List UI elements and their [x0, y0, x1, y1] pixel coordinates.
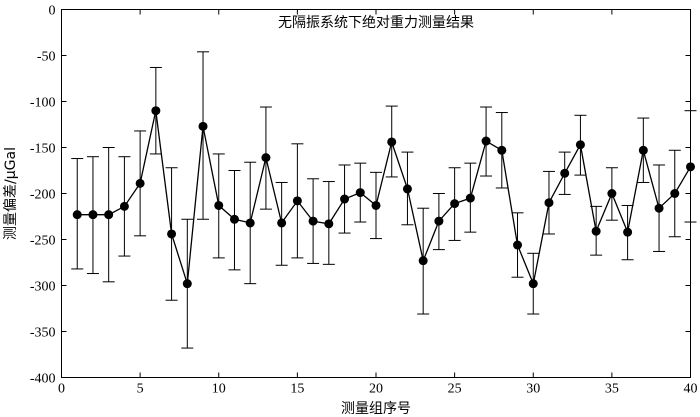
- data-point: [355, 188, 365, 198]
- y-axis-ticks: 0 -50 -100 -150 -200 -250 -300 -350 -400: [30, 4, 691, 387]
- data-point: [229, 214, 239, 224]
- data-point: [638, 145, 648, 155]
- data-point: [104, 210, 114, 220]
- data-point: [481, 136, 491, 146]
- data-point: [670, 189, 680, 198]
- y-tick-label: 0: [49, 4, 56, 19]
- data-point: [135, 178, 145, 188]
- data-point: [277, 218, 287, 228]
- x-tick-label: 0: [58, 382, 65, 397]
- data-point: [324, 219, 334, 229]
- y-axis-label: 测量偏差/μGal: [3, 147, 19, 240]
- data-point: [450, 199, 460, 209]
- data-point: [151, 106, 161, 116]
- error-bars: [71, 51, 697, 349]
- data-point: [497, 145, 507, 155]
- x-tick-label: 15: [290, 382, 304, 397]
- data-point: [402, 184, 412, 194]
- data-point: [214, 200, 224, 210]
- data-point: [167, 229, 177, 239]
- y-tick-label: -100: [30, 96, 56, 111]
- data-point: [591, 226, 601, 236]
- data-point: [340, 194, 350, 204]
- data-point: [607, 189, 617, 198]
- data-point: [245, 218, 255, 228]
- chart-title: 无隔振系统下绝对重力测量结果: [278, 15, 474, 31]
- y-tick-label: -250: [30, 234, 56, 249]
- data-point: [88, 210, 98, 220]
- y-tick-label: -200: [30, 188, 56, 203]
- x-tick-label: 35: [605, 382, 619, 397]
- x-tick-label: 25: [448, 382, 462, 397]
- x-tick-label: 5: [137, 382, 144, 397]
- x-axis-label: 测量组序号: [341, 401, 411, 417]
- x-tick-label: 20: [369, 382, 383, 397]
- data-point: [560, 168, 570, 178]
- data-point: [72, 210, 82, 220]
- data-point: [418, 256, 428, 266]
- x-tick-label: 10: [212, 382, 226, 397]
- data-point: [513, 240, 523, 250]
- data-point: [528, 279, 538, 289]
- data-point: [654, 203, 664, 213]
- data-point: [261, 153, 271, 163]
- y-tick-label: -350: [30, 326, 56, 341]
- data-point: [371, 200, 381, 210]
- y-tick-label: -150: [30, 142, 56, 157]
- y-tick-label: -50: [37, 50, 56, 65]
- data-point: [465, 193, 475, 203]
- data-point: [182, 279, 192, 289]
- data-point: [119, 201, 129, 211]
- x-tick-label: 30: [526, 382, 540, 397]
- data-point: [387, 137, 397, 147]
- x-axis-ticks: 0 5 10 15 20 25 30 35 40: [58, 9, 698, 397]
- data-point: [434, 216, 444, 226]
- data-point: [308, 216, 318, 226]
- data-point: [544, 198, 554, 208]
- x-tick-label: 40: [684, 382, 698, 397]
- y-tick-label: -300: [30, 280, 56, 295]
- data-point: [198, 121, 208, 131]
- data-point: [292, 196, 302, 206]
- data-point: [623, 227, 633, 237]
- data-points: [72, 106, 695, 289]
- series-line: [77, 110, 692, 286]
- y-tick-label: -400: [30, 372, 56, 387]
- data-point: [575, 140, 585, 150]
- data-point: [686, 162, 695, 172]
